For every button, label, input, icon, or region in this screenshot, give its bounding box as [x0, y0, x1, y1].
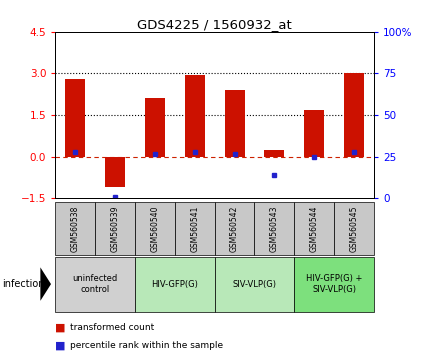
- Text: GSM560543: GSM560543: [270, 205, 279, 252]
- Text: infection: infection: [2, 279, 45, 289]
- Polygon shape: [40, 267, 51, 301]
- Bar: [294, 257, 374, 312]
- Bar: [215, 257, 294, 312]
- Bar: [304, 109, 324, 156]
- Bar: [185, 75, 205, 156]
- Title: GDS4225 / 1560932_at: GDS4225 / 1560932_at: [137, 18, 292, 31]
- Text: GSM560540: GSM560540: [150, 205, 159, 252]
- Text: GSM560542: GSM560542: [230, 205, 239, 252]
- Text: GSM560544: GSM560544: [310, 205, 319, 252]
- Text: percentile rank within the sample: percentile rank within the sample: [70, 341, 223, 350]
- Text: uninfected
control: uninfected control: [73, 274, 118, 294]
- Text: HIV-GFP(G) +
SIV-VLP(G): HIV-GFP(G) + SIV-VLP(G): [306, 274, 363, 294]
- Bar: [135, 202, 175, 255]
- Bar: [294, 202, 334, 255]
- Bar: [55, 202, 95, 255]
- Text: GSM560545: GSM560545: [350, 205, 359, 252]
- Text: ■: ■: [55, 340, 66, 350]
- Text: ■: ■: [55, 322, 66, 332]
- Bar: [135, 257, 215, 312]
- Text: transformed count: transformed count: [70, 323, 154, 332]
- Bar: [215, 202, 255, 255]
- Bar: [145, 98, 165, 156]
- Bar: [55, 257, 135, 312]
- Bar: [334, 202, 374, 255]
- Bar: [224, 90, 244, 156]
- Text: SIV-VLP(G): SIV-VLP(G): [232, 280, 277, 289]
- Bar: [95, 202, 135, 255]
- Bar: [344, 74, 364, 156]
- Text: GSM560538: GSM560538: [71, 205, 79, 252]
- Bar: [105, 156, 125, 187]
- Text: HIV-GFP(G): HIV-GFP(G): [151, 280, 198, 289]
- Bar: [175, 202, 215, 255]
- Bar: [65, 79, 85, 156]
- Bar: [255, 202, 294, 255]
- Text: GSM560539: GSM560539: [110, 205, 119, 252]
- Bar: [264, 150, 284, 156]
- Text: GSM560541: GSM560541: [190, 205, 199, 252]
